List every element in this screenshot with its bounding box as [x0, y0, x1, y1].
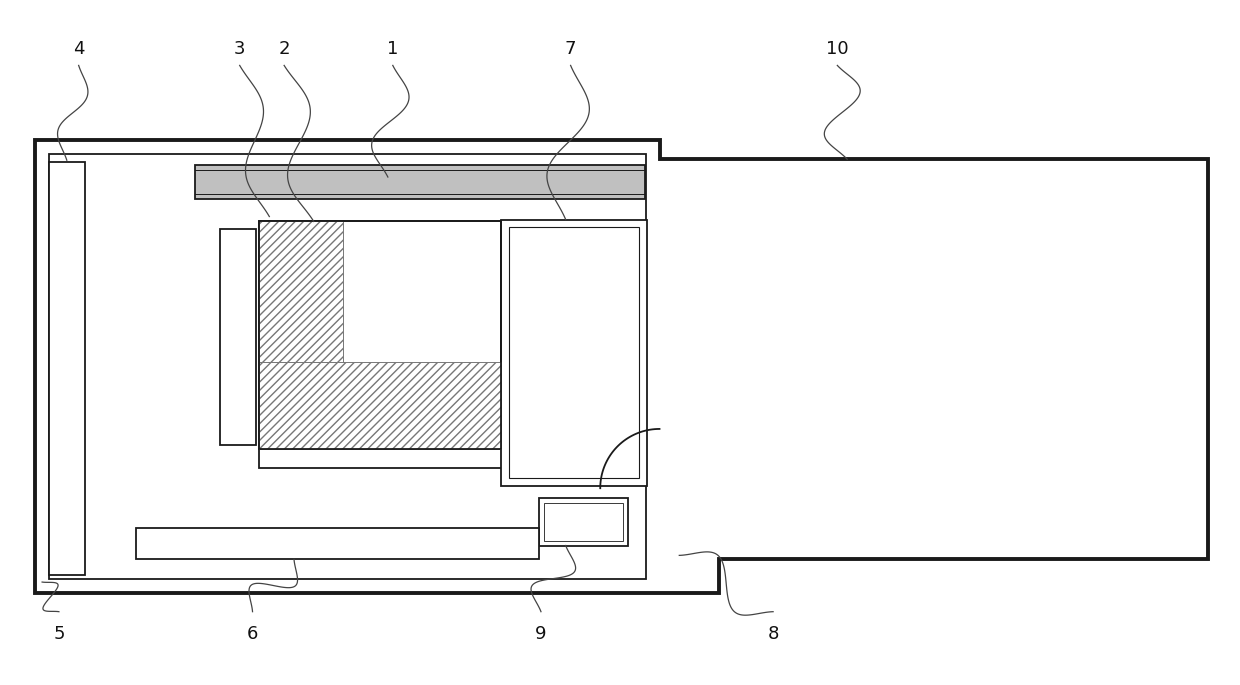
- Text: 7: 7: [565, 40, 577, 58]
- Polygon shape: [259, 221, 343, 362]
- Polygon shape: [259, 362, 501, 449]
- Polygon shape: [136, 527, 539, 560]
- Polygon shape: [195, 165, 645, 199]
- Polygon shape: [259, 449, 521, 469]
- Text: 10: 10: [826, 40, 848, 58]
- Text: 5: 5: [53, 625, 64, 643]
- Polygon shape: [501, 219, 647, 486]
- Text: 4: 4: [73, 40, 84, 58]
- Polygon shape: [50, 162, 84, 575]
- Polygon shape: [219, 229, 257, 445]
- Text: 8: 8: [768, 625, 779, 643]
- Text: 1: 1: [387, 40, 398, 58]
- Text: 3: 3: [234, 40, 246, 58]
- Text: 2: 2: [279, 40, 290, 58]
- Polygon shape: [539, 498, 627, 545]
- Polygon shape: [35, 140, 1208, 593]
- Text: 6: 6: [247, 625, 258, 643]
- Text: 9: 9: [536, 625, 547, 643]
- Polygon shape: [259, 221, 501, 449]
